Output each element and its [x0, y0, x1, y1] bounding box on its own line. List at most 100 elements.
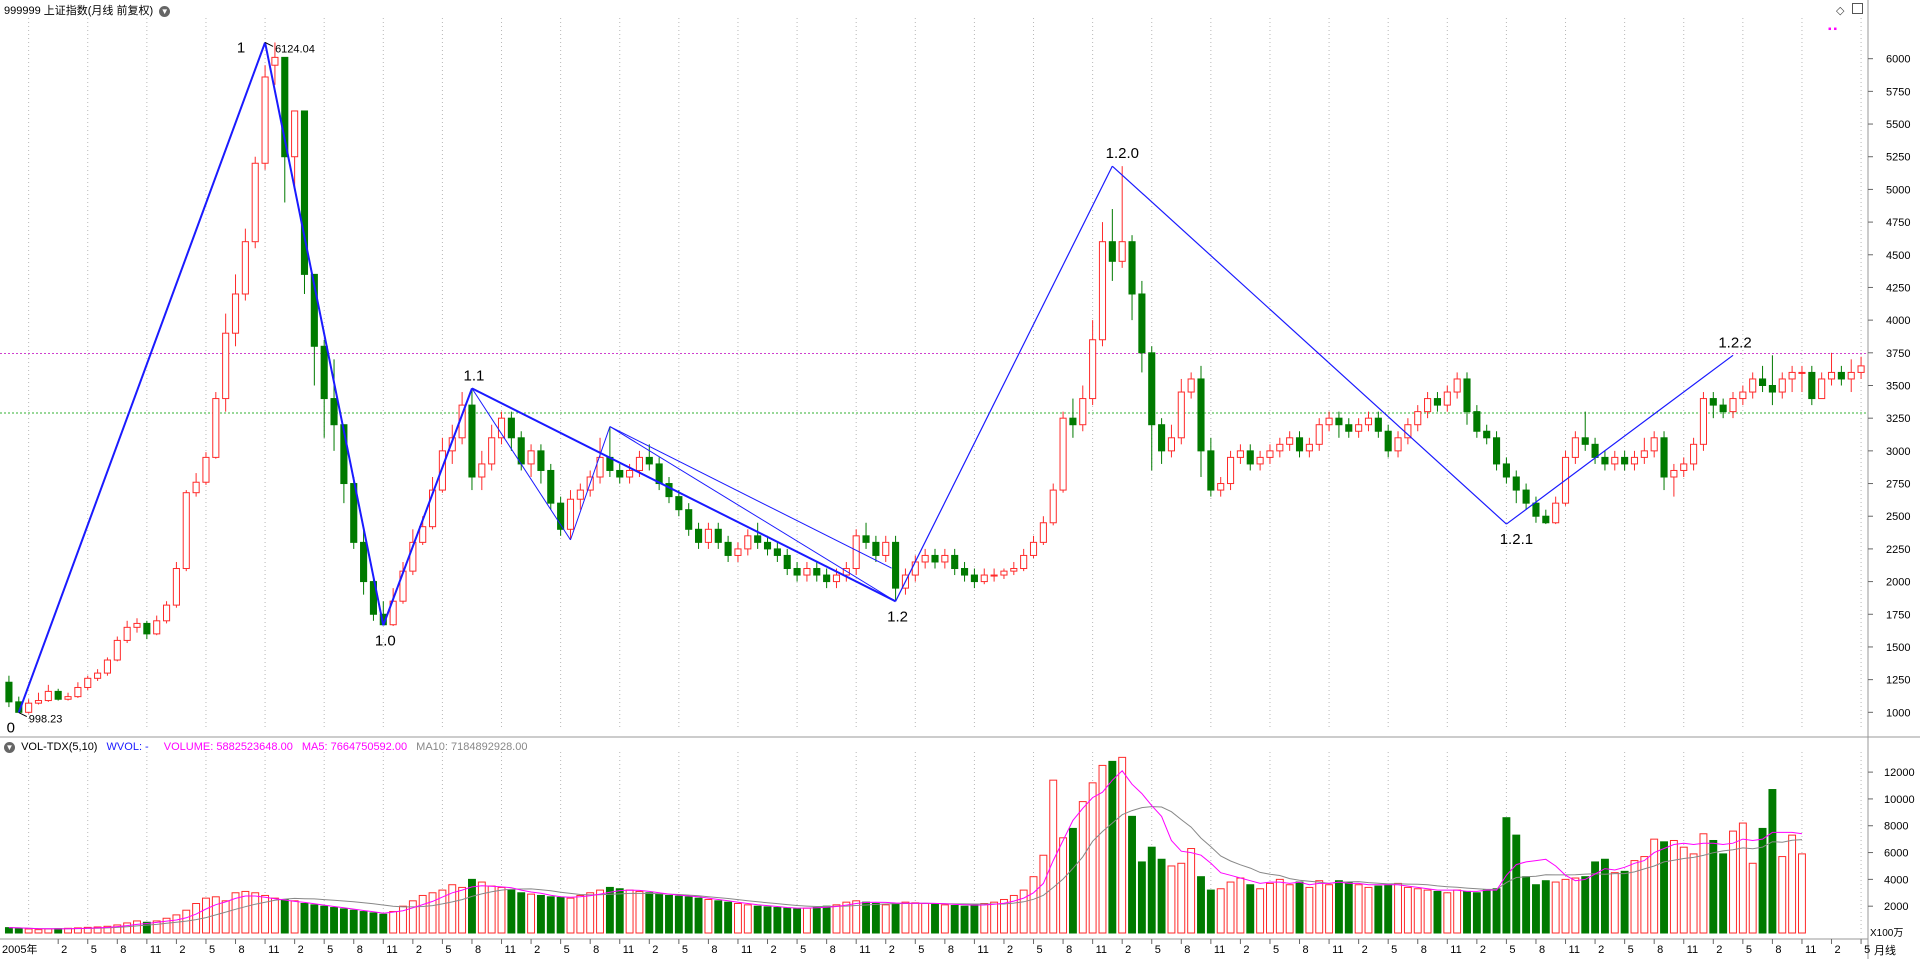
volume-bar-up: [133, 920, 141, 934]
candle-up: [1217, 483, 1225, 491]
volume-bar-down: [1295, 881, 1304, 934]
time-tick-label: 11: [1332, 944, 1343, 956]
diamond-icon[interactable]: ◇: [1836, 5, 1845, 17]
wave-segment: [895, 165, 1113, 602]
time-tick-label: 11: [1805, 944, 1816, 956]
volume-bar-up: [1236, 877, 1245, 934]
volume-bar-up: [635, 890, 644, 934]
volume-bar-up: [1689, 853, 1698, 934]
volume-bar-up: [241, 890, 250, 934]
candle-up: [1227, 456, 1235, 485]
candle-up: [478, 463, 486, 478]
volume-bar-down: [1137, 861, 1146, 934]
candle-up: [1089, 339, 1097, 400]
volume-tick-label: 12000: [1884, 767, 1915, 779]
volume-bar-up: [1305, 886, 1314, 934]
candle-down: [616, 469, 624, 478]
volume-bar-up: [221, 900, 230, 934]
time-tick-label: 11: [150, 944, 161, 956]
chevron-down-icon[interactable]: ▼: [4, 741, 15, 753]
volume-bar-down: [1512, 834, 1521, 934]
candle-up: [1266, 450, 1274, 458]
volume-bar-down: [822, 905, 831, 934]
time-tick-label: 5: [1391, 944, 1397, 956]
candle-up: [941, 554, 949, 563]
candle-down: [1483, 430, 1491, 439]
chart-title: 999999 上证指数(月线 前复权) ▼: [4, 2, 171, 18]
volume-bar-up: [940, 904, 949, 934]
time-tick-label: 2: [61, 944, 67, 956]
volume-bar-up: [576, 894, 585, 934]
candle-up: [626, 469, 634, 478]
volume-bar-up: [192, 903, 201, 934]
candle-up: [113, 639, 121, 661]
candle-up: [1571, 437, 1579, 458]
volume-bar-up: [1187, 848, 1196, 934]
volume-bar-up: [1443, 892, 1452, 934]
candle-down: [1768, 384, 1776, 393]
candle-up: [241, 241, 249, 295]
volume-bar-up: [1394, 882, 1402, 934]
volume-bar-down: [1334, 880, 1343, 934]
candle-down: [675, 496, 683, 511]
volume-bar-down: [655, 893, 664, 934]
volume-bar-down: [1620, 870, 1629, 934]
period-label[interactable]: 月线: [1874, 945, 1896, 957]
candle-down: [665, 483, 673, 498]
volume-bar-up: [1354, 884, 1363, 934]
volume-bar-up: [990, 901, 999, 934]
volume-indicator-name: VOL-TDX(5,10): [21, 741, 98, 753]
start-year-label: 2005年: [2, 942, 37, 956]
panel-toggle-icon[interactable]: [1852, 3, 1863, 14]
wave-segment: [382, 388, 473, 626]
candle-up: [1049, 489, 1057, 524]
candle-down: [685, 509, 693, 530]
peak-value-label: 6124.04: [275, 43, 315, 55]
candle-down: [1384, 430, 1392, 452]
time-tick-label: 2: [179, 944, 185, 956]
volume-bar-up: [980, 903, 989, 934]
volume-bar-down: [1128, 815, 1136, 934]
wave-label: 1: [237, 39, 245, 56]
volume-bar-down: [369, 912, 378, 934]
settings-marker-icon: ▪▪: [1828, 24, 1840, 35]
volume-bar-up: [399, 905, 407, 934]
time-tick-label: 8: [830, 944, 836, 956]
volume-bar-up: [261, 894, 270, 934]
chevron-down-icon[interactable]: ▼: [159, 5, 171, 17]
time-tick-label: 11: [623, 944, 634, 956]
volume-value: VOLUME: 5882523648.00: [163, 741, 293, 753]
volume-bar-up: [290, 900, 299, 934]
time-tick-label: 2: [1362, 944, 1368, 956]
candle-down: [961, 568, 969, 576]
time-tick-label: 8: [1657, 944, 1663, 956]
price-tick-label: 1250: [1886, 675, 1910, 687]
sub-wave-segment: [609, 426, 896, 602]
volume-bar-down: [280, 898, 289, 934]
candle-down: [892, 541, 900, 589]
candle-down: [1522, 489, 1530, 504]
volume-bar-down: [1374, 885, 1383, 934]
candle-up: [123, 626, 131, 641]
price-tick-label: 2500: [1886, 511, 1910, 523]
horizontal-reference-lines: [0, 352, 1868, 414]
volume-bar-down: [330, 907, 338, 934]
price-tick-label: 3000: [1886, 446, 1910, 458]
volume-bar-up: [34, 929, 43, 934]
candle-down: [754, 535, 762, 543]
time-tick-label: 5: [91, 944, 97, 956]
volume-bar-down: [1660, 841, 1668, 934]
candle-down: [695, 528, 703, 543]
time-tick-label: 5: [1037, 944, 1043, 956]
wave-count-lines: [17, 42, 1734, 713]
volume-bar-up: [408, 900, 417, 934]
candle-up: [1778, 378, 1786, 393]
price-tick-label: 4250: [1886, 282, 1910, 294]
wave-label: 1.2: [887, 608, 908, 625]
candle-up: [527, 450, 535, 465]
ma5-value: MA5: 7664750592.00: [301, 741, 408, 753]
price-tick-label: 4500: [1886, 250, 1910, 262]
candle-up: [1029, 541, 1038, 556]
candle-up: [1729, 398, 1737, 413]
volume-bar-down: [714, 900, 723, 934]
